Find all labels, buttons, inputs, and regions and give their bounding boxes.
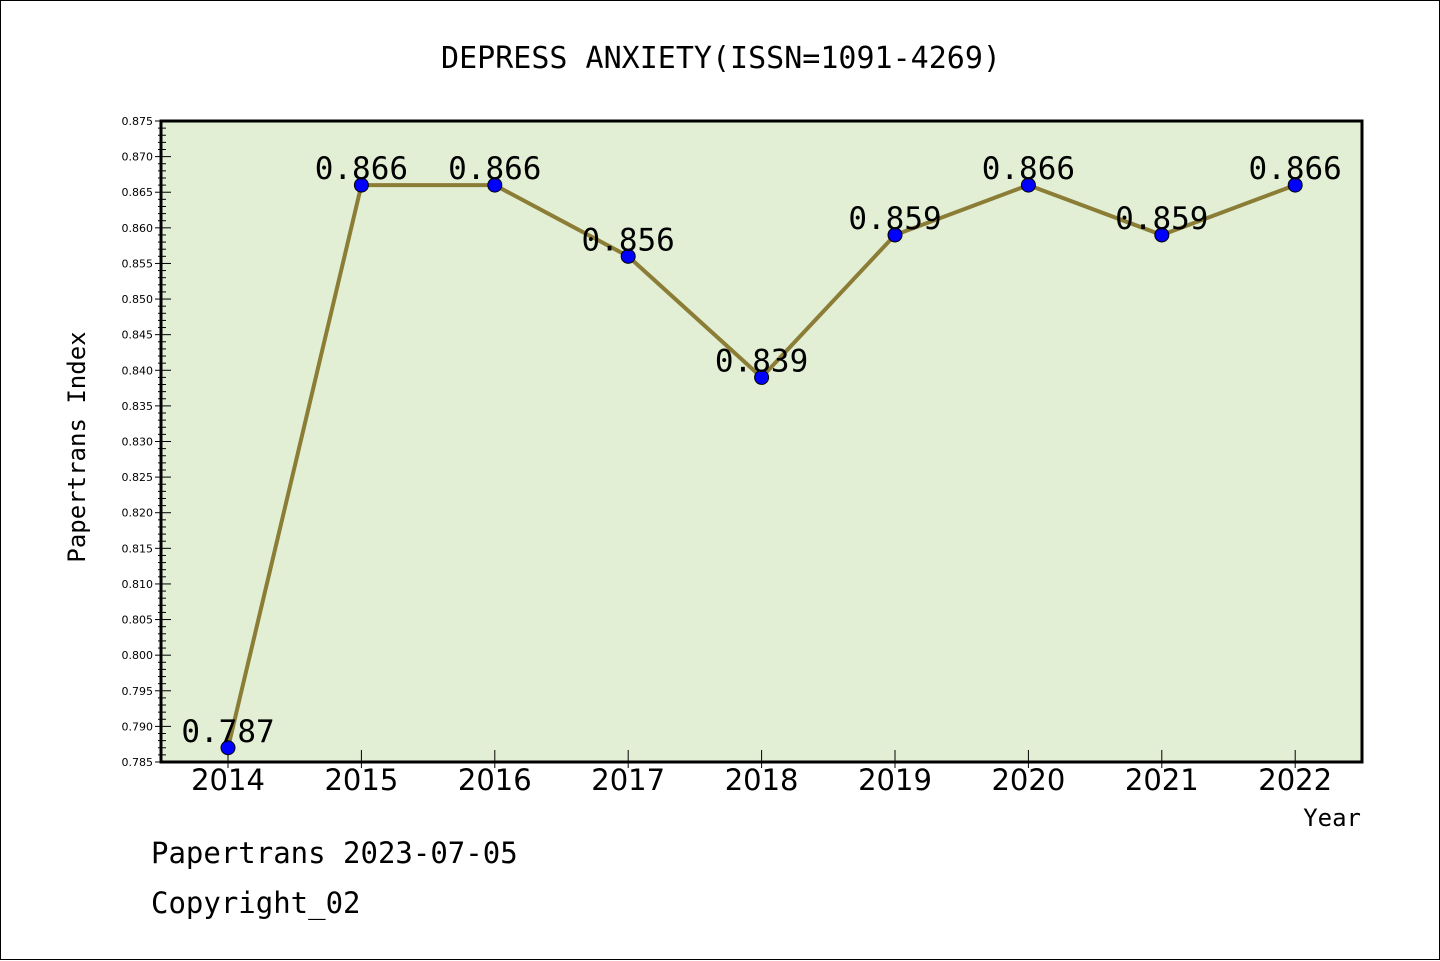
x-tick-label: 2016 [458,763,532,797]
y-tick-label: 0.855 [122,257,154,270]
y-axis-ticks: 0.785 0.790 0.795 0.800 0.805 0.810 0.815 0.820… [122,115,171,769]
data-point [220,740,236,756]
x-tick-label: 2017 [591,763,665,797]
data-label: 0.839 [715,343,808,379]
x-axis-title: Year [1303,804,1361,832]
chart-title: DEPRESS ANXIETY(ISSN=1091-4269) [441,41,1001,76]
y-tick-label: 0.790 [122,720,154,733]
data-point [620,248,636,264]
y-tick-label: 0.850 [122,293,154,306]
y-tick-label: 0.860 [122,222,154,235]
plot-border [159,119,1364,764]
data-label: 0.787 [181,714,274,750]
data-label: 0.856 [582,222,675,258]
y-tick-label: 0.805 [122,614,154,627]
data-point [1020,177,1036,193]
data-label: 0.859 [1115,201,1208,237]
data-label: 0.866 [982,151,1075,187]
data-label: 0.866 [315,151,408,187]
footer-copyright: Copyright_02 [151,886,361,920]
x-axis-ticks: 2014 2015 2016 2017 2018 2019 2020 2021 2022 [191,750,1332,797]
data-point [487,177,503,193]
data-point [1154,227,1170,243]
y-tick-label: 0.875 [122,115,154,128]
x-tick-label: 2018 [725,763,799,797]
data-point [754,369,770,385]
y-tick-label: 0.865 [122,186,154,199]
x-tick-label: 2015 [324,763,398,797]
data-point [887,227,903,243]
y-axis-title: Papertrans Index [63,331,91,562]
y-tick-label: 0.785 [122,756,154,769]
x-tick-label: 2020 [991,763,1065,797]
y-tick-label: 0.870 [122,151,154,164]
y-tick-label: 0.795 [122,685,154,698]
y-tick-label: 0.845 [122,329,154,342]
data-labels: 0.787 0.866 0.866 0.856 0.839 0.859 0.866 0.859… [181,151,1342,750]
data-point [353,177,369,193]
y-tick-label: 0.810 [122,578,154,591]
x-tick-label: 2022 [1258,763,1332,797]
y-tick-label: 0.800 [122,649,154,662]
data-point [1287,177,1303,193]
x-tick-label: 2014 [191,763,265,797]
y-tick-label: 0.820 [122,507,154,520]
y-tick-label: 0.830 [122,436,154,449]
x-tick-label: 2021 [1125,763,1199,797]
y-tick-label: 0.825 [122,471,154,484]
y-tick-label: 0.840 [122,364,154,377]
data-label: 0.866 [448,151,541,187]
data-label: 0.866 [1249,151,1342,187]
y-tick-label: 0.815 [122,542,154,555]
data-points [220,177,1303,756]
footer-date: Papertrans 2023-07-05 [151,836,518,870]
x-tick-label: 2019 [858,763,932,797]
y-tick-label: 0.835 [122,400,154,413]
data-label: 0.859 [848,201,941,237]
